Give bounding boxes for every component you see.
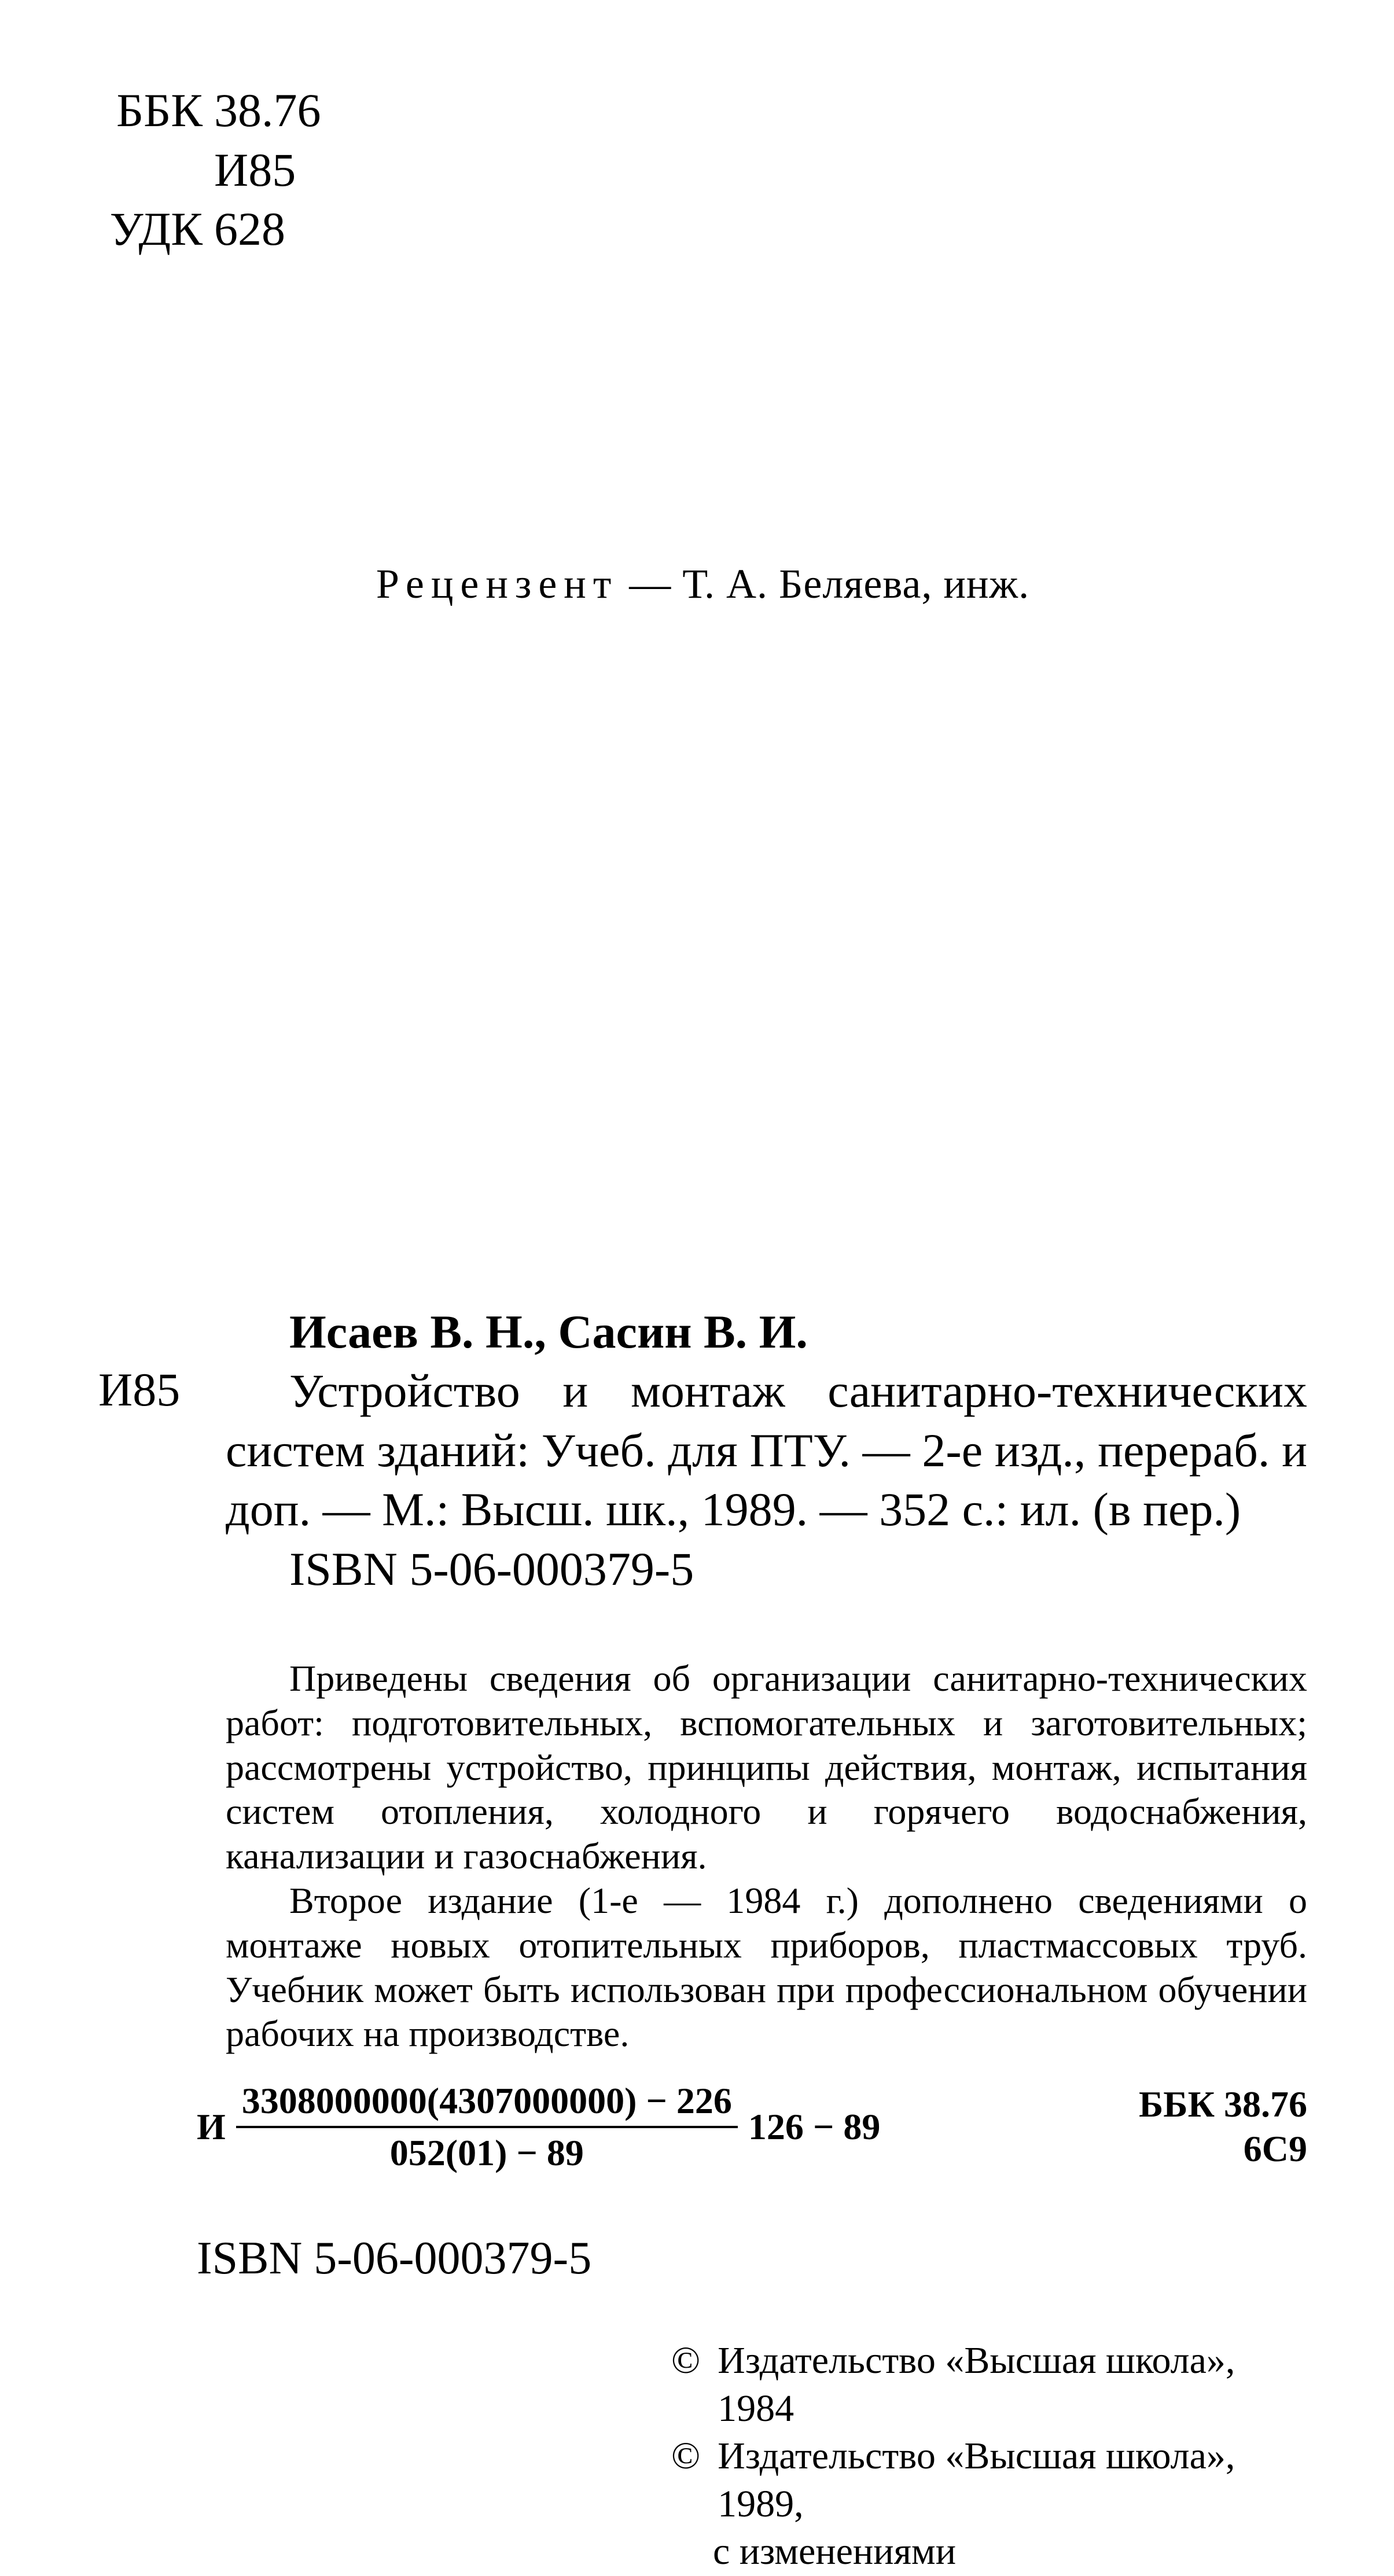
cls-label (98, 141, 214, 200)
classification-row: УДК 628 (98, 200, 1307, 259)
reviewer-label: Рецензент (376, 561, 618, 607)
cls-label: УДК (98, 200, 214, 259)
cls-value: 628 (214, 200, 285, 259)
biblio-authors: Исаев В. Н., Сасин В. И. (226, 1302, 1307, 1362)
copyright-continuation: с изменениями (671, 2528, 956, 2576)
bibliographic-entry: И85 Исаев В. Н., Сасин В. И. Устройство … (98, 1302, 1307, 1599)
biblio-isbn: ISBN 5-06-000379-5 (226, 1540, 1307, 1599)
classification-row: ББК 38.76 (98, 81, 1307, 141)
formula-numerator: 3308000000(4307000000) − 226 (236, 2080, 738, 2128)
formula-code: 6С9 (1139, 2127, 1307, 2172)
annotation-paragraph: Приведены сведения об организации санита… (226, 1657, 1307, 1879)
cls-value: 38.76 (214, 81, 321, 141)
biblio-code: И85 (98, 1302, 226, 1599)
formula-right: ББК 38.76 6С9 (1139, 2082, 1307, 2172)
biblio-title: Устройство и монтаж санитарно-технически… (226, 1361, 1307, 1540)
reviewer-dash: — (629, 561, 671, 607)
formula-bbk: ББК 38.76 (1139, 2082, 1307, 2127)
copyright-block: © Издательство «Высшая школа», 1984 © Из… (98, 2337, 1307, 2576)
isbn-bottom: ISBN 5-06-000379-5 (98, 2232, 1307, 2285)
copyright-line: © Издательство «Высшая школа», 1989, (671, 2433, 1307, 2528)
formula-left: И 3308000000(4307000000) − 226 052(01) −… (197, 2080, 880, 2174)
copyright-text: Издательство «Высшая школа», 1984 (718, 2337, 1307, 2433)
formula-tail: 126 − 89 (738, 2106, 880, 2148)
copyright-symbol-icon: © (671, 2433, 718, 2528)
classification-block: ББК 38.76 И85 УДК 628 (98, 81, 1307, 259)
formula-letter: И (197, 2106, 236, 2148)
cls-label: ББК (98, 81, 214, 141)
copyright-symbol-icon: © (671, 2337, 718, 2433)
formula-denominator: 052(01) − 89 (236, 2128, 738, 2174)
reviewer-line: Рецензент — Т. А. Беляева, инж. (98, 560, 1307, 608)
copyright-line: с изменениями (671, 2528, 1307, 2576)
biblio-text: Исаев В. Н., Сасин В. И. Устройство и мо… (226, 1302, 1307, 1599)
copyright-text: Издательство «Высшая школа», 1989, (718, 2433, 1307, 2528)
formula-row: И 3308000000(4307000000) − 226 052(01) −… (98, 2080, 1307, 2174)
annotation-paragraph: Второе издание (1-е — 1984 г.) дополнено… (226, 1879, 1307, 2056)
copyright-line: © Издательство «Высшая школа», 1984 (671, 2337, 1307, 2433)
cls-value: И85 (214, 141, 296, 200)
reviewer-name: Т. А. Беляева, инж. (682, 561, 1029, 607)
formula-fraction: 3308000000(4307000000) − 226 052(01) − 8… (236, 2080, 738, 2174)
classification-row: И85 (98, 141, 1307, 200)
annotation-block: Приведены сведения об организации санита… (98, 1657, 1307, 2056)
